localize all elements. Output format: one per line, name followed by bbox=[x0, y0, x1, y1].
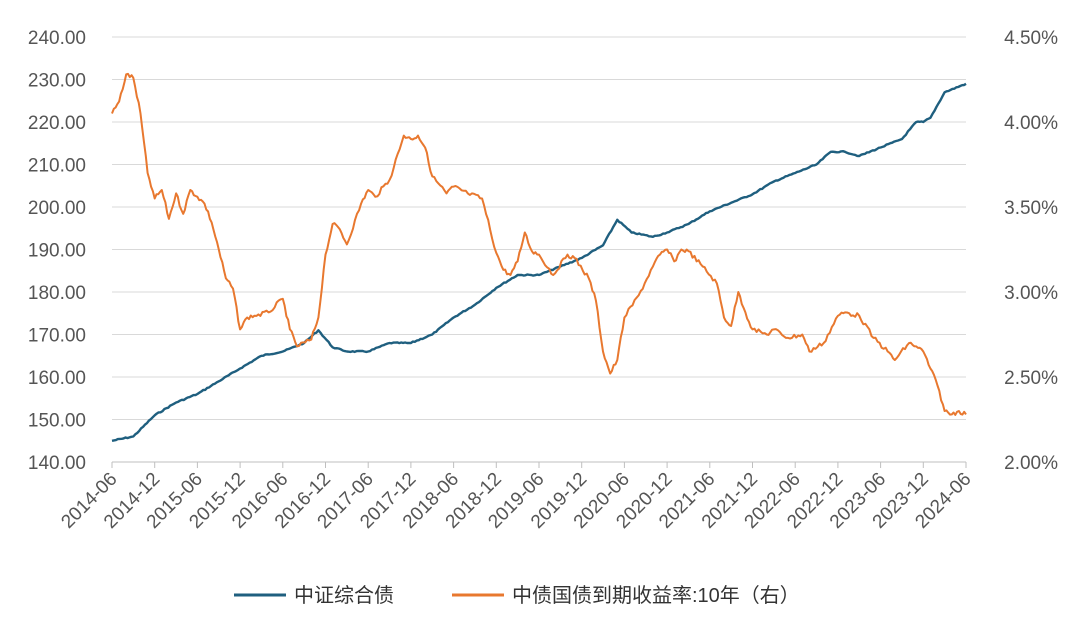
left-tick-label: 180.00 bbox=[28, 283, 86, 304]
left-tick-label: 190.00 bbox=[28, 241, 86, 262]
left-axis-ticks: 140.00 150.00 160.00 170.00 180.00 190.00 200.… bbox=[28, 28, 86, 474]
series-line-1 bbox=[111, 82, 967, 442]
right-tick-label: 4.00% bbox=[1004, 113, 1058, 134]
left-tick-label: 150.00 bbox=[28, 411, 86, 432]
legend-label-series-1: 中证综合债 bbox=[294, 584, 394, 607]
x-axis-ticks: 2014-062014-122015-062015-122016-062016-… bbox=[57, 462, 976, 533]
right-tick-label: 3.50% bbox=[1004, 198, 1058, 219]
left-tick-label: 210.00 bbox=[28, 156, 86, 177]
series-line-2 bbox=[111, 72, 967, 416]
left-tick-label: 240.00 bbox=[28, 28, 86, 49]
grid-layer bbox=[112, 36, 966, 463]
left-tick-label: 160.00 bbox=[28, 368, 86, 389]
legend: 中证综合债 中债国债到期收益率:10年（右） bbox=[234, 584, 800, 607]
right-tick-label: 2.50% bbox=[1004, 368, 1058, 389]
left-tick-label: 170.00 bbox=[28, 326, 86, 347]
left-tick-label: 200.00 bbox=[28, 198, 86, 219]
series-layer bbox=[111, 72, 967, 442]
right-tick-label: 4.50% bbox=[1004, 28, 1058, 49]
left-tick-label: 230.00 bbox=[28, 71, 86, 92]
right-tick-label: 3.00% bbox=[1004, 283, 1058, 304]
legend-label-series-2: 中债国债到期收益率:10年（右） bbox=[512, 584, 800, 607]
left-tick-label: 140.00 bbox=[28, 453, 86, 474]
right-axis-ticks: 2.00% 2.50% 3.00% 3.50% 4.00% 4.50% bbox=[1004, 28, 1058, 474]
right-tick-label: 2.00% bbox=[1004, 453, 1058, 474]
left-tick-label: 220.00 bbox=[28, 113, 86, 134]
